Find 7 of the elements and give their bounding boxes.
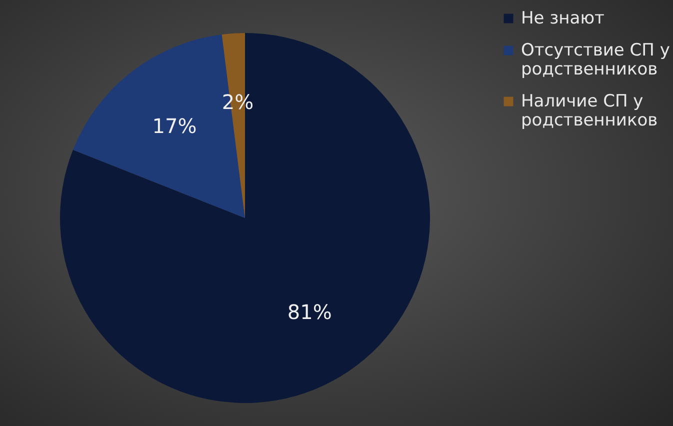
data-label: 81% <box>287 300 332 324</box>
data-label: 2% <box>222 90 254 114</box>
legend-label: Наличие СП у родственников <box>521 92 658 130</box>
data-label: 17% <box>152 114 197 138</box>
legend-label: Не знают <box>521 8 605 28</box>
pie-slice <box>60 33 430 403</box>
legend-label: Отсутствие СП у родственников <box>521 40 670 80</box>
